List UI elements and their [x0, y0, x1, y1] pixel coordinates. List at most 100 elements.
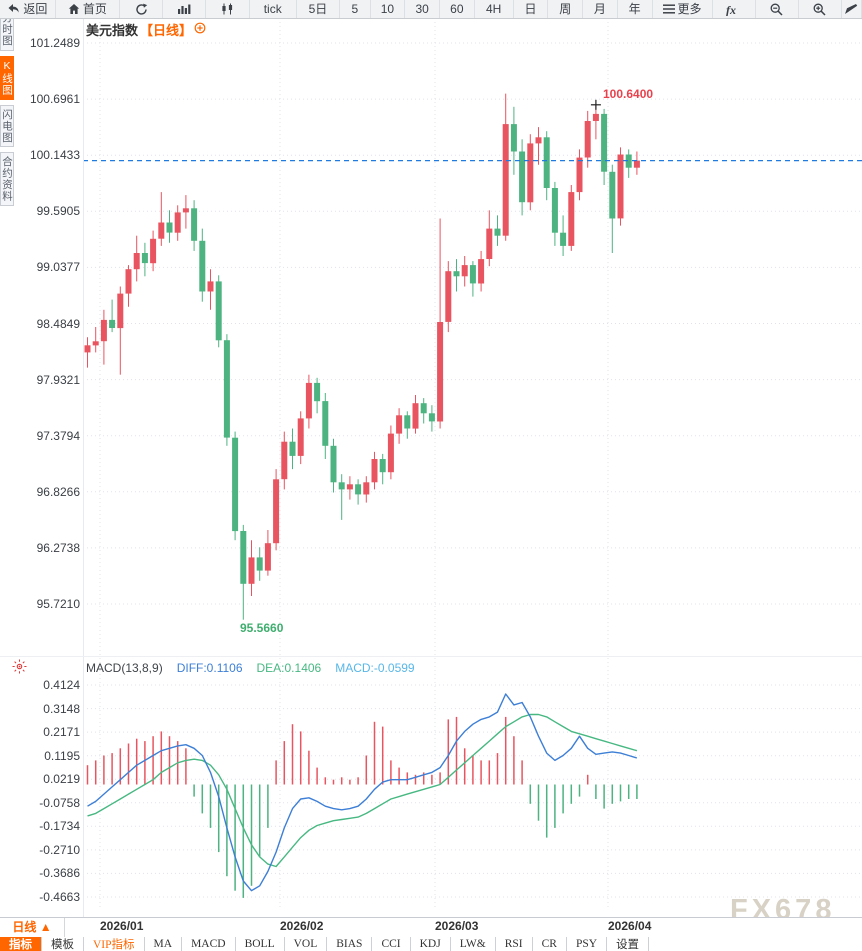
- pencil-icon: [844, 3, 858, 15]
- toolbar-chart-type-bar[interactable]: [163, 0, 207, 18]
- main-y-label: 96.2738: [36, 540, 80, 555]
- bar-chart-icon: [177, 3, 191, 15]
- indicator-item-设置[interactable]: 设置: [607, 937, 650, 951]
- indicator-item-PSY[interactable]: PSY: [567, 937, 608, 951]
- indicator-item-指标[interactable]: 指标: [0, 937, 42, 951]
- sidebar-tab-item[interactable]: 闪电图: [0, 104, 14, 147]
- toolbar-more[interactable]: 更多: [653, 0, 713, 18]
- period-tag: 【日线】: [140, 23, 193, 38]
- indicator-item-KDJ[interactable]: KDJ: [411, 937, 451, 951]
- toolbar-label: 月: [593, 2, 606, 16]
- svg-text:fx: fx: [726, 3, 736, 16]
- macd-y-label: 0.1195: [44, 748, 80, 763]
- indicator-item-VIP指标[interactable]: VIP指标: [84, 937, 145, 951]
- indicator-item-CCI[interactable]: CCI: [372, 937, 411, 951]
- x-axis-label: 2026/04: [608, 919, 652, 933]
- macd-y-label: -0.0758: [39, 795, 80, 810]
- x-axis-label: 2026/03: [435, 919, 479, 933]
- indicator-item-模板[interactable]: 模板: [42, 937, 84, 951]
- macd-y-label: -0.2710: [39, 842, 80, 857]
- toolbar-label: tick: [263, 2, 282, 16]
- main-y-label: 97.3794: [36, 428, 80, 443]
- macd-dea-value: DEA:0.1406: [256, 661, 322, 675]
- macd-hist-value: MACD:-0.0599: [335, 661, 415, 675]
- toolbar-period-week[interactable]: 周: [548, 0, 584, 18]
- main-y-label: 97.9321: [36, 372, 80, 387]
- toolbar-label: 日: [524, 2, 537, 16]
- top-toolbar: 返回 首页 tick 5日 5 10 30 60 4H 日 周 月 年 更多 fx: [0, 0, 862, 19]
- zoom-out-icon: [770, 3, 783, 16]
- main-y-label: 101.2489: [29, 36, 80, 50]
- toolbar-label: 10: [380, 2, 395, 16]
- toolbar-period-30[interactable]: 30: [405, 0, 440, 18]
- x-axis-label: 2026/01: [100, 919, 144, 933]
- back-arrow-icon: [7, 3, 20, 15]
- period-selector[interactable]: 日线 ▲: [0, 918, 65, 937]
- x-axis-label: 2026/02: [280, 919, 324, 933]
- toolbar-draw[interactable]: [842, 0, 862, 18]
- toolbar-label: 60: [450, 2, 464, 16]
- indicator-item-BOLL[interactable]: BOLL: [236, 937, 285, 951]
- indicator-item-MA[interactable]: MA: [145, 937, 183, 951]
- macd-y-label: -0.1734: [39, 819, 80, 834]
- toolbar-period-month[interactable]: 月: [583, 0, 618, 18]
- macd-title: MACD(13,8,9): [86, 661, 163, 675]
- high-price-label: 100.6400: [603, 87, 654, 101]
- main-y-label: 100.1433: [29, 148, 80, 163]
- sidebar-tab-item[interactable]: 合约资料: [0, 152, 14, 206]
- indicator-item-RSI[interactable]: RSI: [496, 937, 533, 951]
- indicator-item-MACD[interactable]: MACD: [182, 937, 236, 951]
- indicator-item-VOL[interactable]: VOL: [285, 937, 328, 951]
- macd-y-label: 0.2171: [43, 725, 80, 740]
- indicator-item-CR[interactable]: CR: [533, 937, 567, 951]
- add-indicator-icon[interactable]: [194, 22, 206, 37]
- toolbar-label: 周: [559, 2, 572, 16]
- toolbar-back[interactable]: 返回: [0, 0, 56, 18]
- fx-icon: fx: [725, 3, 743, 16]
- macd-header: MACD(13,8,9) DIFF:0.1106 DEA:0.1406 MACD…: [86, 661, 415, 675]
- toolbar-chart-type-candle[interactable]: [206, 0, 250, 18]
- toolbar-period-5[interactable]: 5: [340, 0, 371, 18]
- toolbar-period-tick[interactable]: tick: [250, 0, 297, 18]
- candle-chart-icon: [221, 3, 234, 15]
- toolbar-label: 30: [415, 2, 429, 16]
- toolbar-period-4h[interactable]: 4H: [475, 0, 514, 18]
- main-y-label: 95.7210: [36, 597, 80, 611]
- x-axis-row: 日线 ▲ 2026/01 2026/02 2026/03 2026/04: [0, 917, 862, 938]
- toolbar-period-5d[interactable]: 5日: [297, 0, 341, 18]
- toolbar-fx-functions[interactable]: fx: [713, 0, 756, 18]
- macd-y-label: -0.4663: [39, 890, 80, 904]
- toolbar-period-year[interactable]: 年: [618, 0, 653, 18]
- macd-y-label: 0.4124: [43, 678, 80, 692]
- axis-divider: [83, 18, 84, 917]
- left-tab-strip: 分时图 K线图 闪电图 合约资料: [0, 8, 14, 211]
- toolbar-period-60[interactable]: 60: [440, 0, 475, 18]
- toolbar-label: 年: [628, 2, 641, 16]
- panel-divider: [0, 656, 862, 657]
- main-y-label: 96.8266: [36, 484, 80, 499]
- toolbar-home[interactable]: 首页: [56, 0, 121, 18]
- toolbar-label: 5日: [308, 2, 328, 16]
- toolbar-label: 更多: [677, 2, 702, 16]
- indicator-item-BIAS[interactable]: BIAS: [327, 937, 373, 951]
- sidebar-tab-active[interactable]: K线图: [0, 55, 14, 100]
- home-icon: [68, 3, 80, 15]
- toolbar-period-day[interactable]: 日: [514, 0, 549, 18]
- toolbar-zoom-in[interactable]: [799, 0, 842, 18]
- toolbar-label: 4H: [486, 2, 502, 16]
- toolbar-refresh[interactable]: [120, 0, 164, 18]
- indicator-item-LW&[interactable]: LW&: [451, 937, 496, 951]
- macd-y-label: 0.0219: [43, 772, 80, 787]
- period-selector-label: 日线: [12, 920, 37, 934]
- low-price-label: 95.5660: [240, 621, 284, 635]
- main-y-label: 100.6961: [29, 92, 80, 107]
- toolbar-period-10[interactable]: 10: [371, 0, 406, 18]
- toolbar-zoom-out[interactable]: [756, 0, 799, 18]
- indicator-settings-icon[interactable]: [12, 659, 27, 679]
- main-y-label: 99.0377: [36, 260, 80, 275]
- chart-title: 美元指数 【日线】: [86, 20, 206, 39]
- indicator-toolbar: 指标 模板 VIP指标 MA MACD BOLL VOL BIAS CCI KDJ LW& RSI CR…: [0, 937, 862, 951]
- toolbar-label: 首页: [82, 2, 107, 16]
